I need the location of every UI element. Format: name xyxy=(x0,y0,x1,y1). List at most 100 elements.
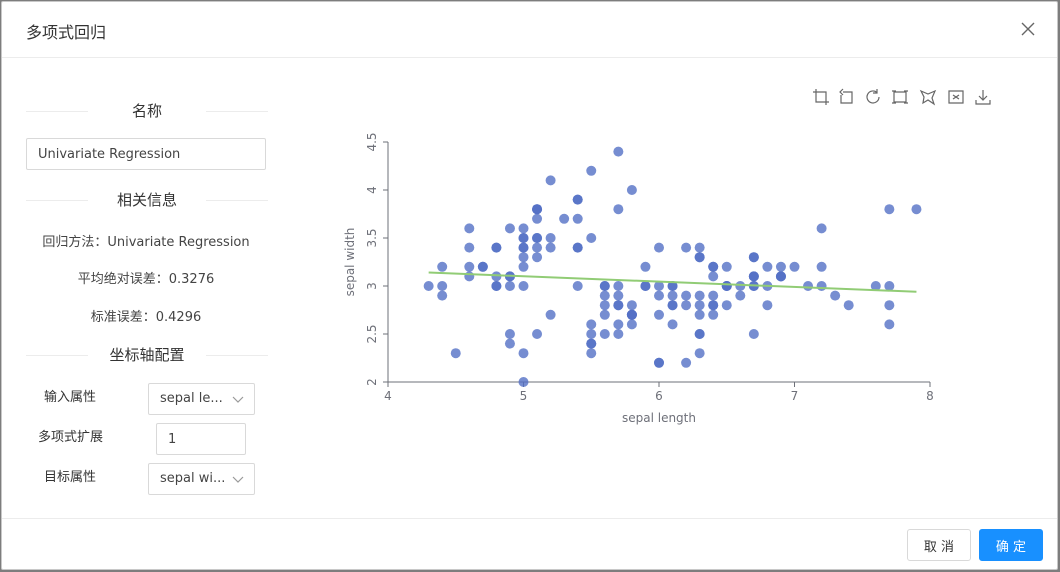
scatter-point xyxy=(681,290,692,301)
scatter-point xyxy=(437,261,448,272)
scatter-point xyxy=(735,281,746,291)
rotate-back-icon[interactable] xyxy=(838,88,856,106)
target-attr-select[interactable]: sepal wi... xyxy=(148,463,255,495)
target-attr-value: sepal wi... xyxy=(160,471,226,486)
scatter-point xyxy=(586,348,597,359)
scatter-point xyxy=(450,348,461,359)
refresh-icon[interactable] xyxy=(864,88,882,106)
scatter-point xyxy=(572,281,583,291)
scatter-point xyxy=(667,281,678,291)
scatter-point xyxy=(518,377,529,387)
scatter-point xyxy=(708,271,719,282)
scatter-point xyxy=(626,309,637,320)
scatter-point xyxy=(613,329,624,339)
standard-error: 标准误差：0.4296 xyxy=(90,310,202,325)
scatter-point xyxy=(775,271,786,282)
scatter-point xyxy=(667,300,678,311)
scatter-point xyxy=(518,242,529,253)
scatter-point xyxy=(518,223,529,234)
scatter-point xyxy=(816,261,827,272)
scatter-point xyxy=(572,194,583,205)
scatter-point xyxy=(437,281,448,291)
scatter-point xyxy=(694,300,705,311)
scatter-point xyxy=(545,309,556,320)
scatter-point xyxy=(599,281,610,291)
scatter-point xyxy=(559,213,570,224)
x-axis-label: sepal length xyxy=(622,411,696,425)
scatter-point xyxy=(762,261,773,272)
y-tick-label: 2 xyxy=(365,378,379,386)
scatter-point xyxy=(491,281,502,291)
y-tick-label: 3 xyxy=(365,282,379,290)
scatter-point xyxy=(491,271,502,282)
scatter-point xyxy=(518,233,529,243)
x-tick-label: 7 xyxy=(791,389,799,403)
scatter-point xyxy=(694,348,705,359)
scatter-point xyxy=(694,290,705,301)
ok-button[interactable]: 确 定 xyxy=(979,529,1043,561)
scatter-point xyxy=(464,223,475,234)
poly-degree-input[interactable] xyxy=(156,423,246,455)
scatter-point xyxy=(586,329,597,339)
scatter-point xyxy=(518,252,529,263)
scatter-point xyxy=(464,261,475,272)
clear-select-icon[interactable] xyxy=(947,88,965,106)
close-icon[interactable] xyxy=(1019,20,1037,38)
scatter-point xyxy=(599,309,610,320)
scatter-point xyxy=(640,281,651,291)
scatter-point xyxy=(708,261,719,272)
dialog-footer: 取 消 确 定 xyxy=(2,518,1057,571)
name-section-title: 名称 xyxy=(26,100,268,121)
scatter-point xyxy=(721,281,732,291)
scatter-point xyxy=(518,348,529,359)
scatter-point xyxy=(640,261,651,272)
scatter-point xyxy=(884,319,895,330)
scatter-point xyxy=(613,290,624,301)
rect-select-icon[interactable] xyxy=(891,88,909,106)
lasso-select-icon[interactable] xyxy=(919,88,937,106)
target-attr-row: 目标属性 sepal wi... xyxy=(26,463,266,495)
scatter-point xyxy=(721,300,732,311)
scatter-point xyxy=(708,290,719,301)
scatter-point xyxy=(491,242,502,253)
scatter-point xyxy=(681,357,692,368)
scatter-point xyxy=(464,271,475,282)
dialog-header: 多项式回归 xyxy=(2,2,1057,58)
chevron-down-icon xyxy=(232,476,244,483)
scatter-point xyxy=(654,281,664,291)
scatter-point xyxy=(613,281,624,291)
scatter-point xyxy=(532,329,543,339)
y-tick-label: 2.5 xyxy=(365,324,379,343)
y-axis-label: sepal width xyxy=(343,228,357,297)
scatter-point xyxy=(545,175,556,186)
scatter-point xyxy=(504,338,515,349)
cancel-button[interactable]: 取 消 xyxy=(907,529,971,561)
scatter-point xyxy=(748,252,759,263)
x-tick-label: 6 xyxy=(655,389,663,403)
scatter-point xyxy=(816,281,827,291)
scatter-point xyxy=(532,242,543,253)
scatter-point xyxy=(545,242,556,253)
scatter-point xyxy=(613,300,624,311)
scatter-point xyxy=(654,242,664,253)
scatter-point xyxy=(735,290,746,301)
x-tick-label: 4 xyxy=(384,389,392,403)
scatter-point xyxy=(654,309,664,320)
scatter-point xyxy=(694,329,705,339)
scatter-point xyxy=(694,242,705,253)
scatter-point xyxy=(504,223,515,234)
name-input[interactable] xyxy=(26,138,266,170)
scatter-point xyxy=(437,290,448,301)
chevron-down-icon xyxy=(232,396,244,403)
input-attr-select[interactable]: sepal le... xyxy=(148,383,255,415)
scatter-point xyxy=(532,233,543,243)
scatter-point xyxy=(518,261,529,272)
crop-icon[interactable] xyxy=(812,88,830,106)
poly-expand-row: 多项式扩展 xyxy=(26,423,266,455)
scatter-point xyxy=(613,146,624,157)
scatter-point xyxy=(762,300,773,311)
target-attr-label: 目标属性 xyxy=(44,470,97,485)
download-icon[interactable] xyxy=(974,88,992,106)
scatter-point xyxy=(667,319,678,330)
scatter-point xyxy=(708,300,719,311)
